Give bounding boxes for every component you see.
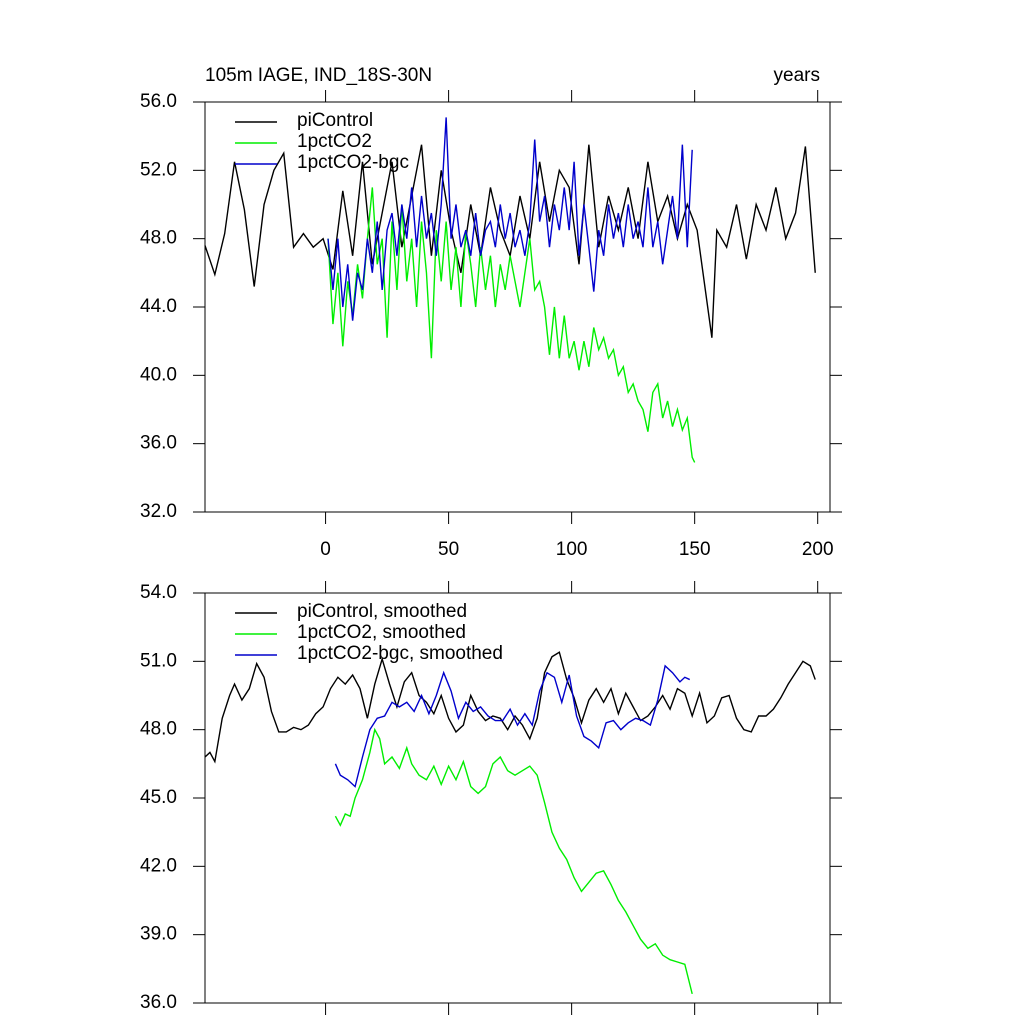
series-line [327,117,693,321]
y-tick-label: 54.0 [140,582,177,603]
y-tick-label: 52.0 [140,159,177,180]
series-line [204,651,816,764]
legend-label: 1pctCO2-bgc [297,152,409,173]
y-tick-label: 40.0 [140,364,177,385]
x-tick-label: 0 [320,539,331,560]
series-line [204,144,816,338]
y-tick-label: 48.0 [140,719,177,740]
series-line [334,664,691,788]
y-tick-label: 48.0 [140,228,177,249]
chart-title: 105m IAGE, IND_18S-30N [205,65,432,86]
legend-label: 1pctCO2-bgc, smoothed [297,643,503,664]
x-tick-label: 200 [802,539,834,560]
legend-label: 1pctCO2, smoothed [297,622,466,643]
right-title: years [774,65,820,86]
y-tick-label: 32.0 [140,501,177,522]
y-tick-label: 42.0 [140,855,177,876]
y-tick-label: 51.0 [140,650,177,671]
series-line [334,727,693,995]
y-tick-label: 36.0 [140,992,177,1013]
y-tick-label: 44.0 [140,296,177,317]
legend-label: 1pctCO2 [297,131,372,152]
x-tick-label: 50 [438,539,459,560]
legend-label: piControl, smoothed [297,601,467,622]
y-tick-label: 56.0 [140,91,177,112]
y-tick-label: 45.0 [140,787,177,808]
y-tick-label: 36.0 [140,433,177,454]
y-tick-label: 39.0 [140,924,177,945]
x-tick-label: 150 [679,539,711,560]
legend-label: piControl [297,110,373,131]
series-line [327,187,696,463]
x-tick-label: 100 [556,539,588,560]
